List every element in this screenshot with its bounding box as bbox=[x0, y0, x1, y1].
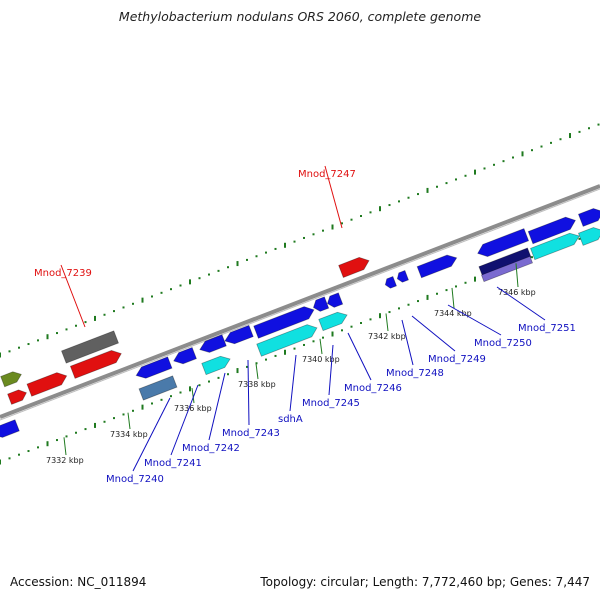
gene-arrow bbox=[318, 311, 348, 332]
gene-arrow bbox=[0, 371, 22, 388]
gene-arrow bbox=[577, 227, 600, 246]
gene-arrow bbox=[138, 375, 178, 401]
scale-label: 7340 kbp bbox=[302, 355, 340, 364]
gene-arrow bbox=[199, 334, 227, 353]
gene-arrow bbox=[0, 419, 20, 438]
gene-label-leader bbox=[247, 359, 250, 426]
scale-leader bbox=[255, 363, 259, 380]
gene-arrow bbox=[338, 256, 370, 278]
gene-arrow bbox=[135, 356, 173, 379]
gene-label: sdhA bbox=[278, 414, 303, 425]
diagram-title: Methylobacterium nodulans ORS 2060, comp… bbox=[118, 9, 482, 24]
scale-leader bbox=[515, 263, 519, 288]
gene-label: Mnod_7248 bbox=[386, 368, 444, 379]
scale-leader bbox=[319, 338, 323, 355]
gene-arrow bbox=[396, 270, 409, 283]
gene-label-leader bbox=[60, 264, 86, 328]
gene-label: Mnod_7246 bbox=[344, 383, 402, 394]
scale-leader bbox=[191, 388, 195, 404]
gene-label: Mnod_7240 bbox=[106, 474, 164, 485]
gene-arrow bbox=[529, 232, 580, 261]
gene-arrow bbox=[477, 228, 530, 257]
gene-label-leader bbox=[324, 165, 343, 229]
gene-label-leader bbox=[447, 304, 502, 336]
gene-arrow bbox=[384, 276, 397, 289]
genome-backbone-highlight bbox=[0, 188, 600, 421]
gene-label-leader bbox=[496, 286, 546, 321]
gene-label-leader bbox=[347, 332, 372, 381]
gene-arrow bbox=[312, 296, 330, 312]
gene-arrow bbox=[416, 254, 458, 279]
gene-label-leader bbox=[208, 372, 226, 441]
scale-leader bbox=[451, 287, 455, 309]
scale-leader bbox=[63, 437, 67, 456]
gene-label: Mnod_7239 bbox=[34, 268, 92, 279]
gene-arrow bbox=[253, 306, 315, 339]
gene-arrow bbox=[256, 324, 318, 357]
scale-label: 7336 kbp bbox=[174, 404, 212, 413]
gene-label: Mnod_7249 bbox=[428, 354, 486, 365]
gene-label-leader bbox=[401, 319, 414, 366]
scale-label: 7342 kbp bbox=[368, 332, 406, 341]
gene-label-leader bbox=[411, 315, 456, 352]
scale-label: 7332 kbp bbox=[46, 456, 84, 465]
gene-label: Mnod_7251 bbox=[518, 323, 576, 334]
gene-label-leader bbox=[132, 397, 171, 472]
gene-arrow bbox=[61, 330, 119, 364]
gene-label: Mnod_7242 bbox=[182, 443, 240, 454]
scale-leader bbox=[385, 313, 389, 332]
gene-label-leader bbox=[289, 354, 297, 412]
genome-summary-text: Topology: circular; Length: 7,772,460 bp… bbox=[260, 575, 590, 589]
scale-leader bbox=[127, 412, 131, 430]
accession-text: Accession: NC_011894 bbox=[10, 575, 147, 589]
gene-label-leader bbox=[328, 344, 334, 396]
gene-arrow bbox=[7, 389, 27, 405]
gene-label: Mnod_7243 bbox=[222, 428, 280, 439]
scale-label: 7338 kbp bbox=[238, 380, 276, 389]
gene-arrow bbox=[326, 292, 344, 308]
gene-arrow bbox=[173, 346, 197, 365]
gene-arrow bbox=[527, 216, 576, 245]
gene-label-leader bbox=[170, 384, 199, 456]
scale-label: 7344 kbp bbox=[434, 309, 472, 318]
gene-arrow bbox=[224, 324, 254, 345]
gene-label: Mnod_7241 bbox=[144, 458, 202, 469]
gene-arrow bbox=[201, 355, 231, 376]
gene-arrow bbox=[478, 247, 532, 277]
gene-label: Mnod_7245 bbox=[302, 398, 360, 409]
scale-label: 7346 kbp bbox=[498, 288, 536, 297]
gene-label: Mnod_7250 bbox=[474, 338, 532, 349]
gene-arrow bbox=[69, 350, 122, 379]
gene-arrow bbox=[26, 372, 68, 397]
scale-label: 7334 kbp bbox=[110, 430, 148, 439]
gene-arrow bbox=[480, 255, 534, 283]
gene-arrow bbox=[577, 208, 600, 227]
gene-label: Mnod_7247 bbox=[298, 169, 356, 180]
genome-backbone bbox=[0, 184, 600, 419]
